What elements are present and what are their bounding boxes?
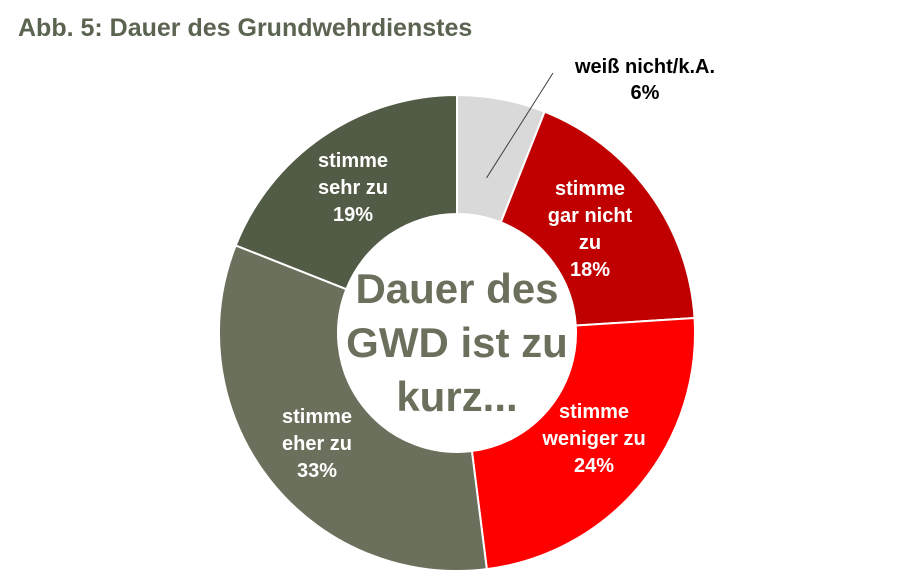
center-caption-line: GWD ist zu xyxy=(346,319,568,366)
slice-label-line: 19% xyxy=(333,204,373,226)
slice-label-line: weiß nicht/k.A. xyxy=(574,56,715,78)
slice-label-0: weiß nicht/k.A. 6% xyxy=(574,56,715,104)
chart-title: Abb. 5: Dauer des Grundwehrdienstes xyxy=(18,14,473,42)
center-caption: Dauer des GWD ist zu kurz... xyxy=(346,265,568,420)
center-text: Dauer des GWD ist zu kurz... xyxy=(346,265,568,420)
donut-slice-3 xyxy=(218,244,488,572)
slice-label-line: stimme xyxy=(282,406,352,428)
slice-label-1: stimme gar nicht zu 18% xyxy=(548,178,633,281)
leader-line xyxy=(486,72,554,179)
slice-label-line: gar nicht xyxy=(548,205,633,227)
slice-label-2: stimme weniger zu 24% xyxy=(541,401,645,477)
leader-lines xyxy=(486,72,554,179)
slice-label-line: 6% xyxy=(631,82,660,104)
slice-label-line: stimme xyxy=(559,401,629,423)
donut-slice-1 xyxy=(499,110,696,327)
slice-label-line: sehr zu xyxy=(318,177,388,199)
center-caption-line: Dauer des xyxy=(355,265,558,312)
slice-label-line: weniger zu xyxy=(541,428,645,450)
slice-labels: weiß nicht/k.A. 6%stimme gar nicht zu 18%sti… xyxy=(282,56,715,482)
slice-label-line: zu xyxy=(579,232,601,254)
slice-label-line: 18% xyxy=(570,259,610,281)
slice-label-line: 24% xyxy=(574,455,614,477)
slice-label-4: stimme sehr zu 19% xyxy=(318,150,388,226)
slice-label-3: stimme eher zu 33% xyxy=(282,406,352,482)
slice-label-line: 33% xyxy=(297,460,337,482)
slice-label-line: stimme xyxy=(318,150,388,172)
donut-slices xyxy=(218,93,696,572)
donut-slice-4 xyxy=(234,93,458,291)
slice-label-line: stimme xyxy=(555,178,625,200)
donut-slice-2 xyxy=(470,316,696,571)
slice-label-line: eher zu xyxy=(282,433,352,455)
center-caption-line: kurz... xyxy=(396,373,517,420)
